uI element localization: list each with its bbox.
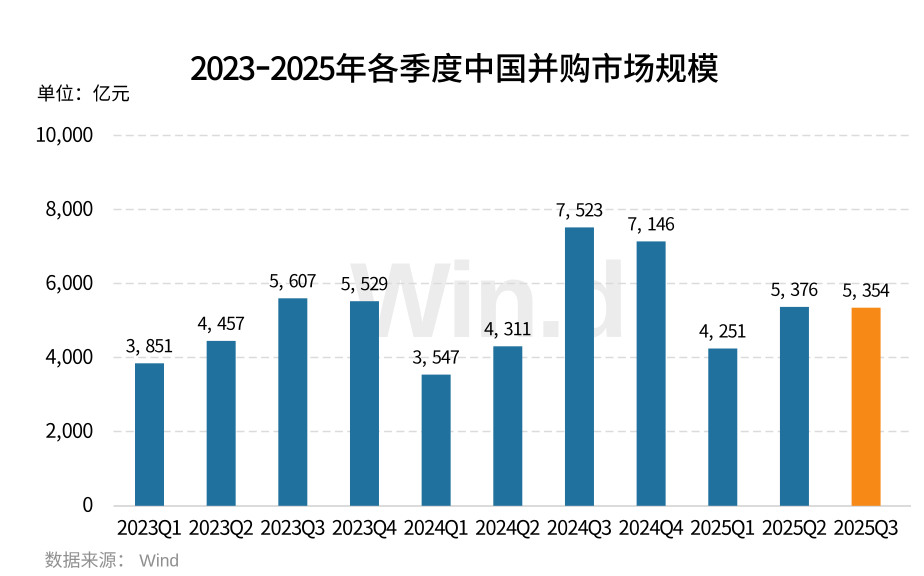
svg-text:Wind: Wind (139, 551, 179, 571)
